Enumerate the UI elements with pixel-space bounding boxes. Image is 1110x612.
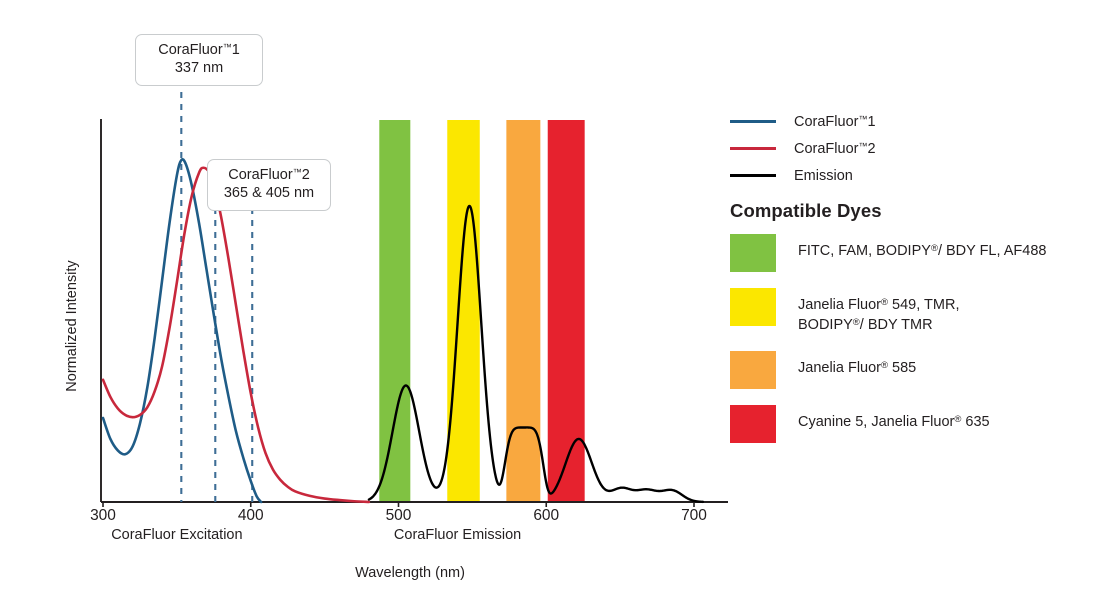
dye-label-line: Janelia Fluor® 585: [798, 360, 917, 377]
dye-yellow-row[interactable]: Janelia Fluor® 549, TMR, BODIPY®/ BDY TMR: [730, 288, 1102, 335]
series-legend: CoraFluor™1 CoraFluor™2 Emission: [730, 108, 1100, 189]
registered-symbol: ®: [954, 414, 962, 426]
legend-item-label: Emission: [794, 167, 853, 184]
callout-2-line2: 365 & 405 nm: [223, 184, 315, 201]
dye-yellow-label: Janelia Fluor® 549, TMR, BODIPY®/ BDY TMR: [798, 288, 959, 335]
registered-symbol: ®: [881, 297, 889, 309]
legend-item-label: CoraFluor™1: [794, 113, 876, 130]
dye-label-line: FITC, FAM, BODIPY®/ BDY FL, AF488: [798, 243, 1047, 259]
emission-curve: [367, 204, 705, 504]
legend-line-swatch: [730, 120, 776, 123]
trademark-symbol: ™: [222, 42, 232, 53]
x-tick-label: 600: [533, 507, 560, 524]
trademark-symbol: ™: [858, 113, 868, 124]
emission-region-label: CoraFluor Emission: [393, 527, 522, 543]
compatible-dyes-title: Compatible Dyes: [730, 200, 882, 221]
excitation-region-label: CoraFluor Excitation: [111, 527, 243, 543]
dye-label-line: BODIPY®/ BDY TMR: [798, 316, 933, 333]
dye-orange-swatch: [730, 351, 776, 390]
x-tick-label: 500: [385, 507, 412, 524]
dye-red-row[interactable]: Cyanine 5, Janelia Fluor® 635: [730, 405, 1102, 444]
legend-emission[interactable]: Emission: [730, 162, 1100, 189]
registered-symbol: ®: [852, 316, 860, 328]
excitation-curve: [101, 158, 263, 504]
registered-symbol: ®: [881, 360, 889, 372]
x-axis-title: Wavelength (nm): [355, 565, 465, 581]
callout-2-line1: CoraFluor™2: [228, 167, 310, 183]
dye-yellow-swatch: [730, 288, 776, 326]
x-tick-label: 700: [681, 507, 707, 524]
dye-label-line: Cyanine 5, Janelia Fluor® 635: [798, 414, 990, 431]
dye-green-label: FITC, FAM, BODIPY®/ BDY FL, AF488: [798, 234, 1046, 262]
trademark-symbol: ™: [858, 140, 868, 151]
callout-1-line2: 337 nm: [174, 59, 224, 76]
dye-label-line: Janelia Fluor® 549, TMR,: [798, 297, 960, 313]
y-axis-title: Normalized Intensity: [64, 260, 80, 392]
callout-1-line1: CoraFluor™1: [158, 42, 240, 58]
compatible-dyes-list: FITC, FAM, BODIPY®/ BDY FL, AF488 Janelia…: [730, 234, 1102, 459]
trademark-symbol: ™: [292, 167, 302, 178]
legend-line-swatch: [730, 147, 776, 150]
dye-red-label: Cyanine 5, Janelia Fluor® 635: [798, 405, 990, 433]
green-band: [379, 120, 411, 502]
registered-symbol: ®: [930, 243, 938, 255]
excitation-curve: [101, 166, 371, 504]
dye-orange-label: Janelia Fluor® 585: [798, 351, 916, 379]
dye-green-row[interactable]: FITC, FAM, BODIPY®/ BDY FL, AF488: [730, 234, 1102, 272]
legend-corafluor-1[interactable]: CoraFluor™1: [730, 108, 1100, 135]
dye-orange-row[interactable]: Janelia Fluor® 585: [730, 351, 1102, 390]
dye-green-swatch: [730, 234, 776, 272]
legend-item-label: CoraFluor™2: [794, 140, 876, 157]
x-tick-label: 400: [237, 507, 264, 524]
callout-corafluor-1: CoraFluor™1 337 nm: [135, 34, 263, 87]
red-band: [547, 120, 585, 502]
dye-red-swatch: [730, 405, 776, 444]
legend-line-swatch: [730, 174, 776, 177]
callout-corafluor-2: CoraFluor™2 365 & 405 nm: [207, 159, 331, 212]
legend-corafluor-2[interactable]: CoraFluor™2: [730, 135, 1100, 162]
x-tick-label: 300: [90, 507, 116, 524]
orange-band: [506, 120, 541, 502]
yellow-band: [447, 120, 480, 502]
